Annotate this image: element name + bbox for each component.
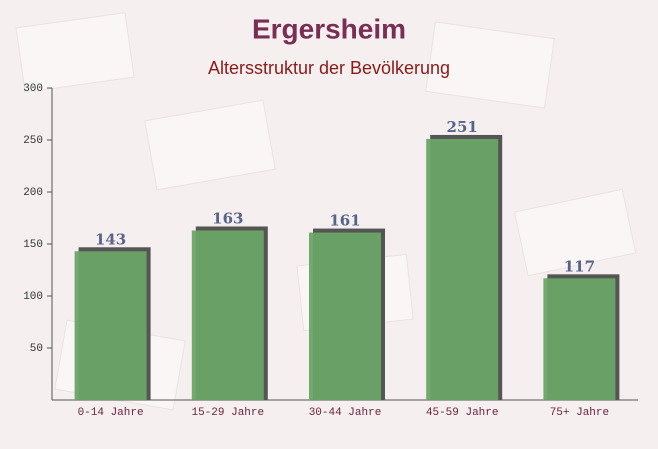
y-tick-label: 250 bbox=[23, 135, 43, 147]
bar bbox=[426, 138, 499, 400]
chart-subtitle: Altersstruktur der Bevölkerung bbox=[208, 58, 450, 78]
bar bbox=[74, 251, 147, 400]
y-tick-label: 100 bbox=[23, 291, 43, 303]
x-tick-label: 0-14 Jahre bbox=[78, 407, 144, 419]
x-tick-label: 75+ Jahre bbox=[550, 407, 609, 419]
value-label: 163 bbox=[212, 209, 243, 227]
bar bbox=[191, 230, 264, 400]
value-label: 143 bbox=[95, 230, 126, 248]
x-tick-label: 45-59 Jahre bbox=[426, 407, 499, 419]
y-tick-label: 200 bbox=[23, 187, 43, 199]
value-label: 161 bbox=[329, 212, 360, 230]
y-tick-label: 50 bbox=[30, 343, 43, 355]
value-label: 251 bbox=[447, 118, 478, 136]
x-tick-label: 30-44 Jahre bbox=[309, 407, 382, 419]
chart-title: Ergersheim bbox=[252, 13, 406, 44]
bar bbox=[309, 232, 381, 400]
y-tick-label: 300 bbox=[23, 83, 43, 95]
y-tick-label: 150 bbox=[23, 239, 43, 251]
bar bbox=[543, 278, 616, 400]
value-label: 117 bbox=[564, 257, 595, 275]
x-tick-label: 15-29 Jahre bbox=[191, 407, 264, 419]
